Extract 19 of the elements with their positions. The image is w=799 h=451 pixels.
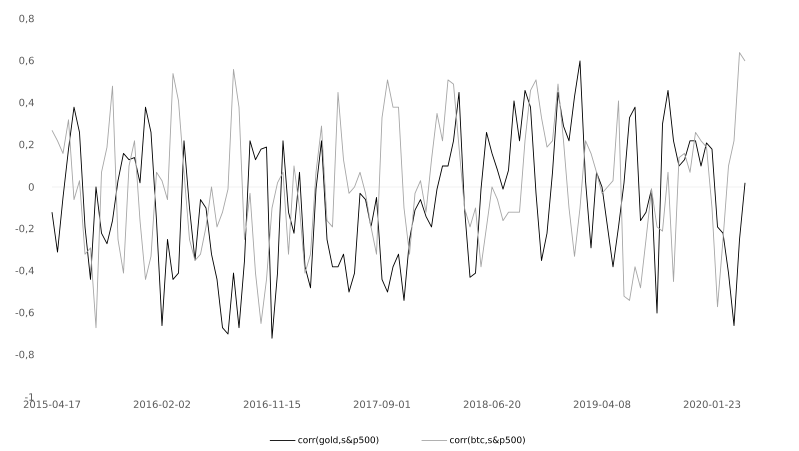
x-tick-label: 2017-09-01 <box>354 400 410 408</box>
legend-label: corr(btc,s&p500) <box>450 436 525 445</box>
legend-label: corr(gold,s&p500) <box>298 436 378 445</box>
y-tick-label: -0,4 <box>16 266 34 276</box>
x-tick-label: 2016-02-02 <box>134 400 190 408</box>
x-tick-label: 2020-01-23 <box>684 400 740 408</box>
y-tick-label: -0,8 <box>16 350 34 360</box>
y-tick-label: 0,4 <box>19 98 34 108</box>
y-tick-label: 0,8 <box>19 14 34 24</box>
x-tick-label: 2019-04-08 <box>574 400 630 408</box>
y-tick-label: -1 <box>25 393 34 401</box>
y-tick-label: 0,2 <box>19 140 34 150</box>
x-tick-label: 2015-04-17 <box>24 400 80 408</box>
y-tick-label: 0 <box>28 183 34 191</box>
x-tick-label: 2016-11-15 <box>244 400 300 408</box>
x-tick-label: 2018-06-20 <box>464 400 520 408</box>
y-tick-label: 0,6 <box>19 56 34 66</box>
y-tick-label: -0,6 <box>16 308 34 318</box>
y-tick-label: -0,2 <box>16 224 34 234</box>
